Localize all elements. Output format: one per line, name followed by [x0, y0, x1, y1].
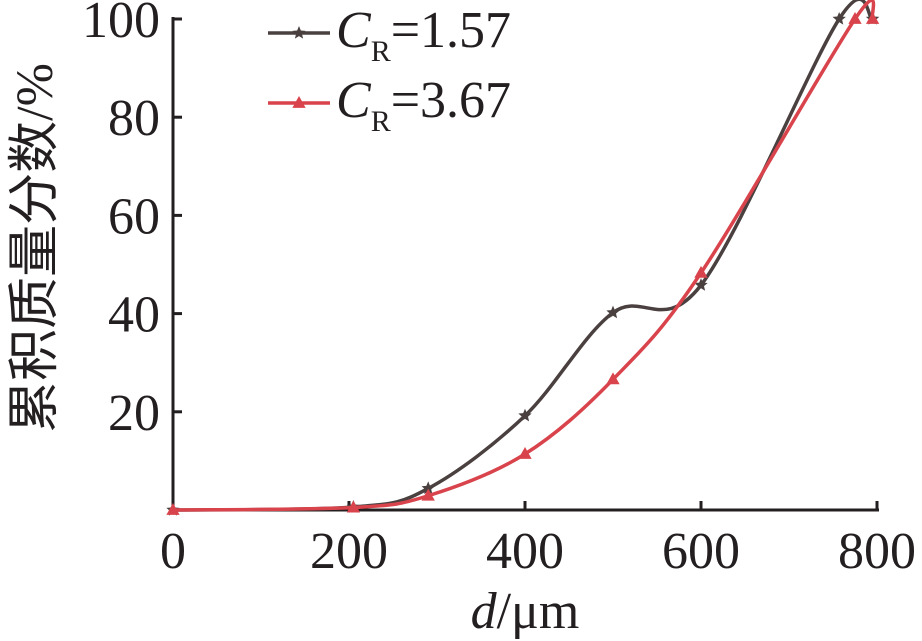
data-point	[166, 503, 180, 515]
y-tick-label: 80	[108, 90, 160, 147]
axes	[171, 17, 879, 512]
y-tick-label: 60	[108, 188, 160, 245]
x-tick-label: 600	[662, 523, 740, 580]
y-ticks: 20 40 60 80 100	[82, 0, 182, 442]
y-tick-label: 100	[82, 0, 160, 49]
x-tick-label: 400	[486, 523, 564, 580]
y-axis-title: 累积质量分数/%	[7, 63, 64, 433]
data-point	[346, 500, 361, 513]
x-axis-title: d/μm	[471, 583, 580, 640]
x-tick-label: 200	[310, 523, 388, 580]
x-tick-label: 0	[160, 523, 186, 580]
legend-label: CR=3.67	[336, 72, 511, 138]
legend-marker	[292, 96, 306, 108]
data-point	[518, 408, 532, 422]
data-point	[694, 278, 708, 291]
series-line	[172, 0, 874, 512]
series-layer	[166, 0, 880, 516]
legend-item-1: CR=1.57	[268, 2, 511, 68]
legend-label: CR=1.57	[336, 2, 511, 68]
series-2	[166, 0, 880, 515]
data-point	[518, 447, 532, 459]
data-point	[694, 265, 708, 278]
data-point	[421, 488, 435, 501]
y-tick-label: 40	[108, 287, 160, 344]
legend-marker	[292, 26, 306, 39]
data-point	[832, 12, 846, 25]
legend-item-2: CR=3.67	[268, 72, 511, 138]
x-ticks: 0 200 400 600 800	[160, 501, 916, 580]
data-point	[606, 305, 620, 319]
data-point	[606, 372, 620, 385]
y-tick-label: 20	[108, 385, 160, 442]
data-point	[865, 12, 880, 24]
series-1	[166, 0, 880, 516]
data-point	[848, 12, 862, 24]
data-point	[421, 481, 435, 495]
x-tick-label: 800	[838, 523, 916, 580]
series-line	[172, 0, 876, 512]
